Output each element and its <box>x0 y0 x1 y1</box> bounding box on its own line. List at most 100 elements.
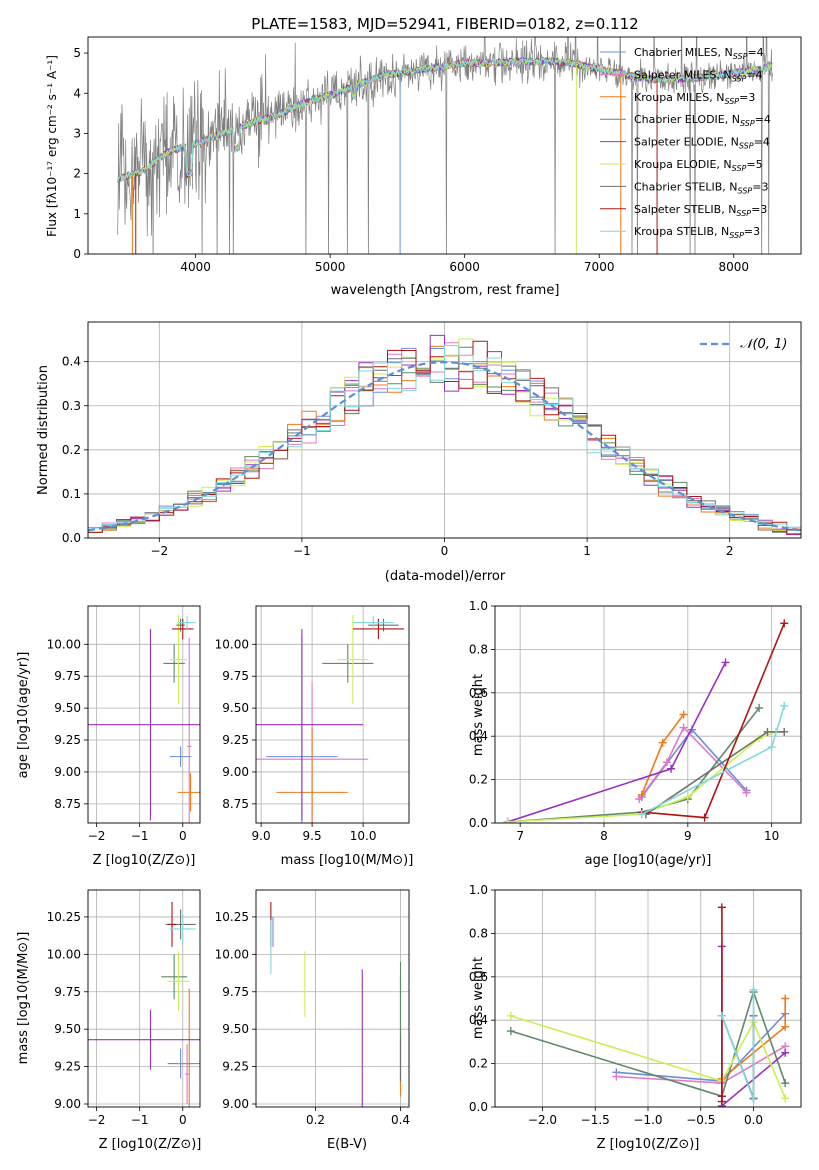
weight-marker-kroupa-miles <box>637 790 646 799</box>
metallicity-weight-panel: −2.0 −1.5 −1.0 −0.5 0.0 0.0 0.2 0.4 0.6 0.8 1.0 <box>469 883 802 1127</box>
y-tick-label: 0.4 <box>62 355 81 369</box>
x-tick-label: −1.0 <box>633 1113 662 1127</box>
weight-marker-salpeter-elodie <box>667 764 676 773</box>
weight-marker-kroupa-miles <box>781 994 790 1003</box>
weight-marker-salpeter-stelib <box>717 903 726 912</box>
x-tick-label: 10.0 <box>350 829 377 843</box>
axes-frame: −2 −1 0 1 2 0.0 0.1 0.2 0.3 0.4 <box>62 321 802 558</box>
axes-border <box>494 605 802 824</box>
y-tick-label: 2 <box>73 167 81 181</box>
weight-marker-kroupa-stelib <box>749 985 758 994</box>
y-tick-label: 5 <box>73 46 81 60</box>
y-tick-label: 9.25 <box>54 1060 81 1074</box>
x-tick-label: −1.5 <box>581 1113 610 1127</box>
residual-xlabel: (data-model)/error <box>385 569 506 584</box>
weight-line-chabrier-elodie <box>510 989 786 1098</box>
spectrum-legend: Chabrier MILES, NSSP=4 Salpeter MILES, NS… <box>600 46 771 240</box>
weight-marker-salpeter-stelib <box>717 1092 726 1101</box>
axes-border <box>255 605 410 824</box>
axes-frame: 0.2 0.4 9.00 9.25 9.50 9.75 10.00 10.25 <box>215 889 410 1127</box>
x-tick-label: 0 <box>179 829 187 843</box>
y-tick-label: 9.25 <box>222 1060 249 1074</box>
y-tick-label: 8.75 <box>222 797 249 811</box>
legend-entry-salpeter-stelib: Salpeter STELIB, NSSP=3 <box>634 203 767 218</box>
weight-marker-kroupa-miles <box>781 1022 790 1031</box>
weight-marker-kroupa-stelib <box>637 810 646 819</box>
y-tick-label: 1.0 <box>469 883 488 897</box>
weight-line-salpeter-miles <box>638 726 748 800</box>
weight-line-kroupa-elodie <box>510 1015 786 1099</box>
x-tick-label: 0.4 <box>391 1113 410 1127</box>
x-tick-label: 9.0 <box>252 829 271 843</box>
y-tick-label: 10.00 <box>47 947 81 961</box>
legend-entry-chabrier-miles: Chabrier MILES, NSSP=4 <box>634 46 764 61</box>
x-tick-label: −1 <box>293 544 311 558</box>
spectrum-panel: 4000 5000 6000 7000 8000 0 1 2 3 4 5 <box>73 36 802 274</box>
weight-marker-kroupa-stelib <box>767 743 776 752</box>
zage-ylabel: age [log10(age/yr)] <box>16 652 31 779</box>
x-tick-label: −2 <box>88 1113 106 1127</box>
weight-marker-chabrier-elodie <box>506 1027 515 1036</box>
y-tick-label: 0.2 <box>469 1057 488 1071</box>
y-tick-label: 9.75 <box>222 985 249 999</box>
plot-area <box>88 334 801 538</box>
y-tick-label: 3 <box>73 126 81 140</box>
weight-marker-chabrier-stelib <box>780 727 789 736</box>
x-tick-label: 0.2 <box>306 1113 325 1127</box>
plot-area <box>88 614 200 823</box>
x-tick-label: 10 <box>764 829 779 843</box>
weight-marker-salpeter-miles <box>679 723 688 732</box>
x-tick-label: −1 <box>131 829 149 843</box>
mass-age-panel: 9.0 9.5 10.0 8.75 9.00 9.25 9.50 9.75 10.00 <box>215 605 410 843</box>
y-tick-label: 1 <box>73 207 81 221</box>
y-tick-label: 9.00 <box>54 1097 81 1111</box>
legend-entry-kroupa-stelib: Kroupa STELIB, NSSP=3 <box>634 225 760 240</box>
axes-frame: 9.0 9.5 10.0 8.75 9.00 9.25 9.50 9.75 10.00 <box>215 605 410 843</box>
y-tick-label: 9.00 <box>222 765 249 779</box>
x-tick-label: 0 <box>441 544 449 558</box>
y-tick-label: 9.25 <box>54 733 81 747</box>
model-spectrum-kroupa-stelib <box>117 56 773 183</box>
zage-xlabel: Z [log10(Z/Z⊙)] <box>93 853 196 868</box>
axes-frame: 7 8 9 10 0.0 0.2 0.4 0.6 0.8 1.0 <box>469 599 802 843</box>
axes-frame: −2.0 −1.5 −1.0 −0.5 0.0 0.0 0.2 0.4 0.6 0.8 1.0 <box>469 883 802 1127</box>
y-tick-label: 9.50 <box>222 701 249 715</box>
y-tick-label: 0.8 <box>469 926 488 940</box>
weight-marker-salpeter-miles <box>612 1072 621 1081</box>
y-tick-label: 9.50 <box>222 1022 249 1036</box>
weight-line-salpeter-stelib <box>641 623 785 819</box>
weight-marker-salpeter-miles <box>742 788 751 797</box>
legend-entry-salpeter-miles: Salpeter MILES, NSSP=4 <box>634 68 763 83</box>
weight-marker-salpeter-stelib <box>780 619 789 628</box>
ebv-xlabel: E(B-V) <box>327 1137 367 1152</box>
weight-line-chabrier-elodie <box>507 707 760 823</box>
axes-frame: −2 −1 0 8.75 9.00 9.25 9.50 9.75 10.00 <box>47 605 201 843</box>
legend-entry-salpeter-elodie: Salpeter ELODIE, NSSP=4 <box>634 136 770 151</box>
x-tick-label: 8000 <box>718 260 749 274</box>
extinction-mass-panel: 0.2 0.4 9.00 9.25 9.50 9.75 10.00 10.25 <box>215 889 410 1127</box>
weight-marker-kroupa-stelib <box>717 1011 726 1020</box>
y-tick-label: 0.0 <box>469 1100 488 1114</box>
y-tick-label: 9.25 <box>222 733 249 747</box>
x-tick-label: 0.0 <box>744 1113 763 1127</box>
weight-marker-kroupa-elodie <box>503 817 512 823</box>
y-tick-label: 9.50 <box>54 1022 81 1036</box>
plot-area <box>256 614 404 823</box>
weight-marker-kroupa-elodie <box>781 1094 790 1103</box>
x-tick-label: −2.0 <box>528 1113 557 1127</box>
y-tick-label: 9.75 <box>222 669 249 683</box>
y-tick-label: 0.2 <box>62 443 81 457</box>
model-spectrum-chabrier-elodie <box>117 56 773 183</box>
weight-marker-salpeter-elodie <box>721 658 730 667</box>
weight-marker-salpeter-stelib <box>700 813 709 822</box>
zw-xlabel: Z [log10(Z/Z⊙)] <box>597 1137 700 1152</box>
y-tick-label: 0.6 <box>469 686 488 700</box>
axes-border <box>87 36 802 255</box>
weight-line-kroupa-miles <box>640 714 685 796</box>
figure-title: PLATE=1583, MJD=52941, FIBERID=0182, z=0… <box>251 15 638 33</box>
y-tick-label: 0.6 <box>469 970 488 984</box>
weight-marker-kroupa-elodie <box>506 1011 515 1020</box>
x-tick-label: 9.5 <box>303 829 322 843</box>
weight-marker-kroupa-elodie <box>683 792 692 801</box>
metallicity-mass-panel: −2 −1 0 9.00 9.25 9.50 9.75 10.00 10.25 <box>47 889 201 1127</box>
